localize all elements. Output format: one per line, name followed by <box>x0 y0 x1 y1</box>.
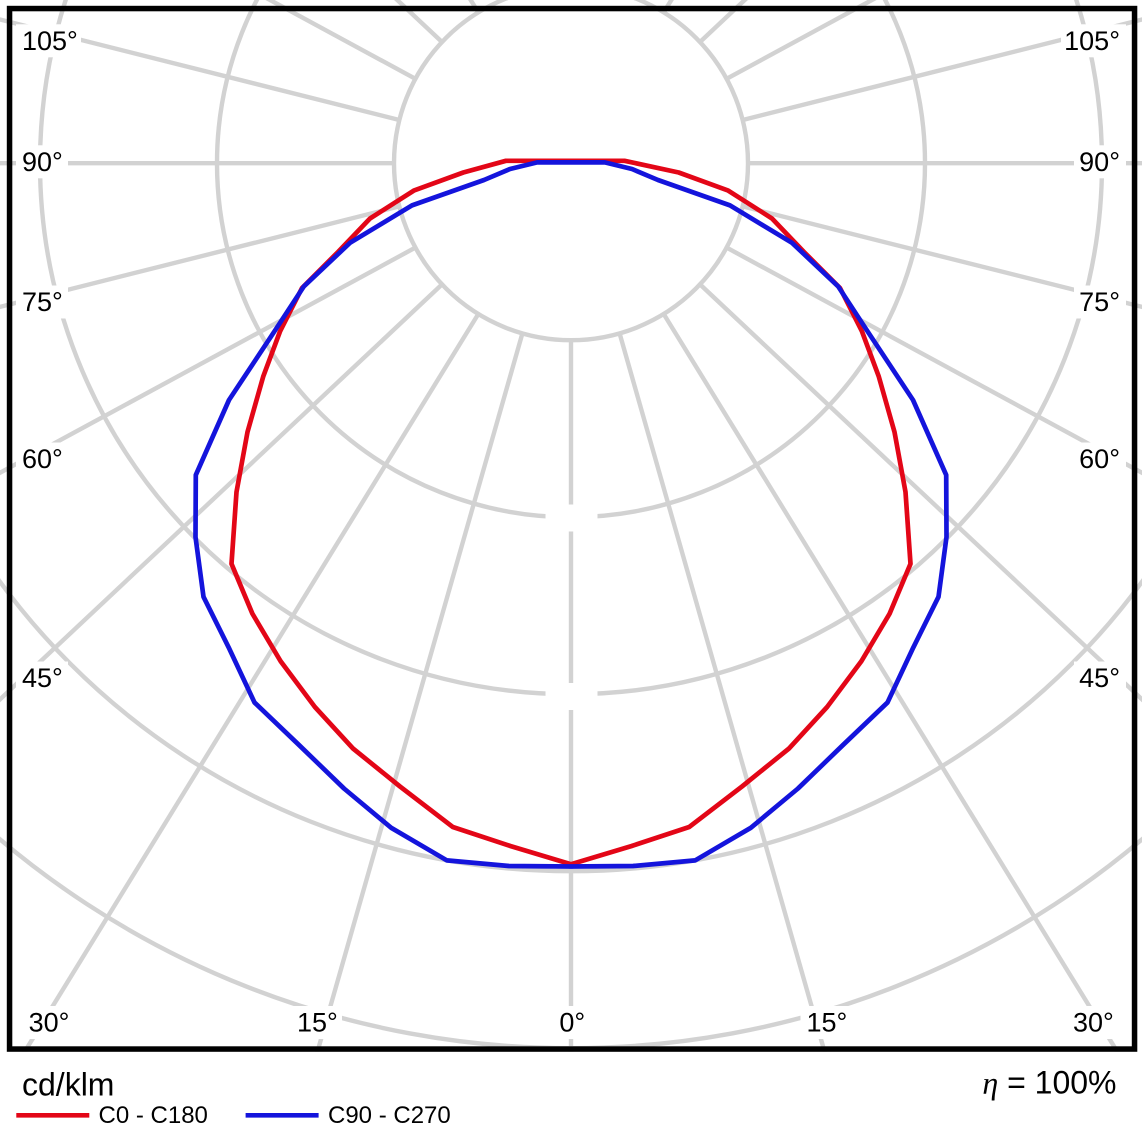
svg-text:30°: 30° <box>1073 1008 1114 1038</box>
svg-text:60°: 60° <box>1079 444 1120 474</box>
svg-text:90°: 90° <box>1079 147 1120 177</box>
svg-text:cd/klm: cd/klm <box>22 1067 114 1103</box>
svg-text:15°: 15° <box>807 1008 848 1038</box>
svg-text:30°: 30° <box>29 1008 70 1038</box>
svg-text:η = 100%: η = 100% <box>982 1065 1116 1101</box>
svg-text:C90 - C270: C90 - C270 <box>328 1102 451 1129</box>
svg-text:90°: 90° <box>22 147 63 177</box>
svg-text:45°: 45° <box>22 663 63 693</box>
svg-text:0°: 0° <box>559 1008 585 1038</box>
svg-text:15°: 15° <box>297 1008 338 1038</box>
svg-text:60°: 60° <box>22 444 63 474</box>
svg-text:C0 - C180: C0 - C180 <box>99 1102 208 1129</box>
svg-text:105°: 105° <box>1064 26 1120 56</box>
svg-text:75°: 75° <box>1079 287 1120 317</box>
svg-text:105°: 105° <box>22 26 78 56</box>
svg-text:75°: 75° <box>22 287 63 317</box>
svg-text:45°: 45° <box>1079 663 1120 693</box>
